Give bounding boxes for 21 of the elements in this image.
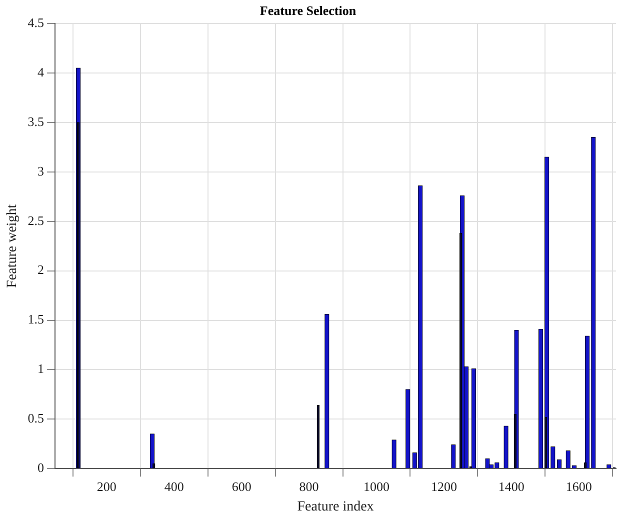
y-tick-label: 2.5 xyxy=(28,212,44,228)
y-axis-title: Feature weight xyxy=(5,204,20,288)
y-tick-label: 2 xyxy=(38,262,44,278)
x-tick-label: 200 xyxy=(96,478,116,494)
y-tick-label: 0 xyxy=(38,460,44,476)
x-tick-label: 1200 xyxy=(430,478,457,494)
y-tick-label: 3.5 xyxy=(28,114,44,129)
y-tick-label: 1 xyxy=(38,361,44,376)
x-tick-label: 1000 xyxy=(364,478,390,494)
x-tick-label: 400 xyxy=(164,478,184,494)
x-axis-title: Feature index xyxy=(297,499,374,514)
y-tick-label: 0.5 xyxy=(28,410,44,426)
chart-title: Feature Selection xyxy=(260,3,357,18)
y-tick-label: 4 xyxy=(38,64,45,80)
y-tick-label: 1.5 xyxy=(28,312,44,327)
y-tick-label: 4.5 xyxy=(28,15,44,30)
y-tick-label: 3 xyxy=(38,163,44,178)
x-tick-label: 1400 xyxy=(498,478,524,494)
x-tick-label: 600 xyxy=(232,478,252,494)
x-tick-label: 1600 xyxy=(566,478,592,494)
x-tick-label: 800 xyxy=(299,478,319,494)
